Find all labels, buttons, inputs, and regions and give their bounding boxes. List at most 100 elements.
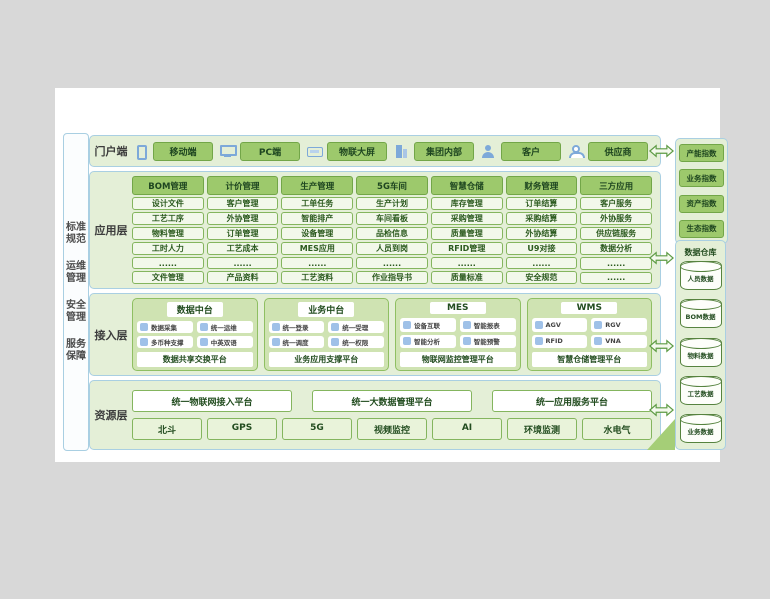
app-cell: 品检信息: [356, 227, 428, 240]
guarantee-label: 安全管理: [66, 299, 86, 323]
app-column: 智慧仓储 库存管理 采购管理 质量管理 RFID管理...... 质量标准: [430, 176, 503, 284]
access-item: RFID: [531, 334, 588, 348]
index-chip: 产能指数: [679, 144, 724, 162]
portal-item-label: 物联大屏: [327, 141, 387, 161]
app-cell: 库存管理: [430, 197, 503, 210]
access-item: 统一受理: [328, 321, 384, 333]
access-card-title: MES: [429, 302, 486, 314]
mobile-icon: [132, 144, 149, 160]
guarantee-label: 标准规范: [66, 221, 86, 245]
index-chip: 资产指数: [679, 194, 724, 213]
access-item-label: 统一登录: [282, 324, 309, 332]
access-item: 统一权限: [328, 336, 384, 348]
resource-item: 视频监控: [357, 418, 427, 440]
app-cell: 设备管理: [281, 227, 354, 240]
smart-analysis-icon: [403, 337, 411, 346]
guarantee-label: 运维管理: [66, 260, 86, 284]
app-cell: 安全规范: [505, 271, 578, 284]
iot-screen-icon: [306, 144, 323, 159]
access-card: MES 设备互联 智能报表: [395, 298, 521, 371]
access-card-items: 数据采集 统一运维 多币种支撑: [137, 321, 253, 348]
database-label: 人员数据: [687, 275, 714, 283]
database-cylinder-icon: 工艺数据: [679, 375, 722, 405]
database-cylinder-icon: 业务数据: [679, 414, 722, 443]
app-cell: 供应链服务: [580, 227, 652, 240]
access-platform-bar: 智慧仓储管理平台: [531, 352, 647, 367]
vna-icon: [594, 337, 603, 346]
database-label: 业务数据: [687, 428, 714, 436]
app-column-cells: 设计文件 工艺工序 物料管理 工时人力...... 文件管理: [132, 197, 204, 284]
access-platform-bar: 业务应用支撑平台: [268, 352, 384, 367]
access-item: VNA: [591, 334, 647, 348]
portal-item-label: 集团内部: [414, 141, 474, 161]
access-item-label: 智能报表: [473, 321, 500, 330]
portal-item-label: PC端: [240, 141, 300, 161]
app-column-cells: 客户服务 外协服务 供应链服务 数据分析............: [580, 197, 652, 284]
access-item-label: 智能分析: [414, 338, 440, 347]
layer-label-resource: 资源层: [94, 409, 128, 422]
resource-items: 北斗 GPS 5G 视频监控 AI 环境监测 水电气: [132, 418, 652, 440]
access-item: 多币种支撑: [137, 336, 193, 348]
app-cell: 工单任务: [281, 197, 354, 210]
app-column-header: BOM管理: [132, 176, 204, 195]
app-cell: 订单管理: [206, 227, 279, 240]
resource-platforms: 统一物联网接入平台 统一大数据管理平台 统一应用服务平台: [132, 390, 652, 412]
index-chip: 生态指数: [679, 219, 724, 238]
app-cell: ......: [356, 257, 428, 269]
app-cell: 客户服务: [580, 197, 652, 210]
app-column-header: 智慧仓储: [430, 176, 503, 195]
app-cell: ......: [281, 257, 354, 269]
access-item-label: 统一权限: [342, 339, 369, 347]
app-column-header: 财务管理: [505, 176, 578, 195]
app-cell: 作业指导书: [356, 271, 428, 284]
pc-monitor-icon: [219, 144, 237, 159]
app-cell: 智能排产: [281, 212, 354, 225]
resource-item: 5G: [282, 418, 352, 440]
resource-rows: 统一物联网接入平台 统一大数据管理平台 统一应用服务平台 北斗 GPS 5G 视频监控 AI…: [132, 384, 660, 446]
app-cell: 工艺成本: [206, 242, 279, 255]
access-item: 统一登录: [268, 321, 325, 333]
app-column: BOM管理 设计文件 工艺工序 物料管理 工时人力...... 文件管理: [132, 176, 204, 284]
access-item: 智能预警: [459, 334, 516, 348]
portal-item: 供应商: [567, 141, 648, 161]
application-grid: BOM管理 设计文件 工艺工序 物料管理 工时人力...... 文件管理 计价管理 客户…: [132, 172, 660, 288]
access-card-title: 业务中台: [298, 302, 355, 317]
resource-item: GPS: [207, 418, 277, 440]
index-panel: 产能指数 业务指数 资产指数 生态指数: [675, 138, 728, 244]
app-column-header: 三方应用: [580, 176, 652, 195]
app-cell: 外协结算: [505, 227, 578, 240]
data-collect-icon: [140, 323, 148, 331]
access-item-label: 智能预警: [473, 338, 500, 347]
app-cell: ......: [580, 271, 652, 284]
access-item-label: 设备互联: [414, 321, 440, 330]
database-cylinder-icon: BOM数据: [679, 299, 722, 329]
app-cell: 外协管理: [206, 212, 279, 225]
app-cell: 工时人力: [132, 242, 204, 255]
app-column-cells: 生产计划 车间看板 品检信息 人员到岗...... 作业指导书: [356, 197, 428, 284]
building-icon: [393, 144, 410, 159]
rfid-icon: [534, 337, 543, 346]
access-item: 中英双语: [196, 336, 253, 348]
access-item-label: 统一运维: [210, 324, 237, 332]
access-item-label: RFID: [545, 337, 563, 346]
app-cell: 工艺资料: [281, 271, 354, 284]
app-column: 财务管理 订单结算 采购结算 外协结算 U9对接...... 安全规范: [505, 176, 578, 284]
data-warehouse-panel: 数据仓库 人员数据 BOM数据 物料数据 工艺数据: [675, 240, 726, 450]
access-card-items: AGV RGV RFID: [531, 318, 647, 348]
resource-platform: 统一应用服务平台: [492, 390, 652, 412]
unified-login-icon: [271, 323, 280, 331]
access-item-label: 数据采集: [151, 324, 177, 332]
app-cell: 质量管理: [430, 227, 503, 240]
resource-item: AI: [432, 418, 502, 440]
access-item: 统一运维: [196, 321, 253, 333]
app-cell: ......: [132, 257, 204, 269]
app-cell: U9对接: [505, 242, 578, 255]
portal-layer: 门户端 移动端 PC端 物联大屏: [89, 135, 661, 167]
portal-item: 客户: [480, 141, 561, 161]
bilingual-icon: [199, 338, 208, 346]
app-column-cells: 库存管理 采购管理 质量管理 RFID管理...... 质量标准: [430, 197, 503, 284]
app-cell: 设计文件: [132, 197, 204, 210]
app-cell: 物料管理: [132, 227, 204, 240]
smart-alert-icon: [462, 337, 471, 346]
app-cell: MES应用: [281, 242, 354, 255]
